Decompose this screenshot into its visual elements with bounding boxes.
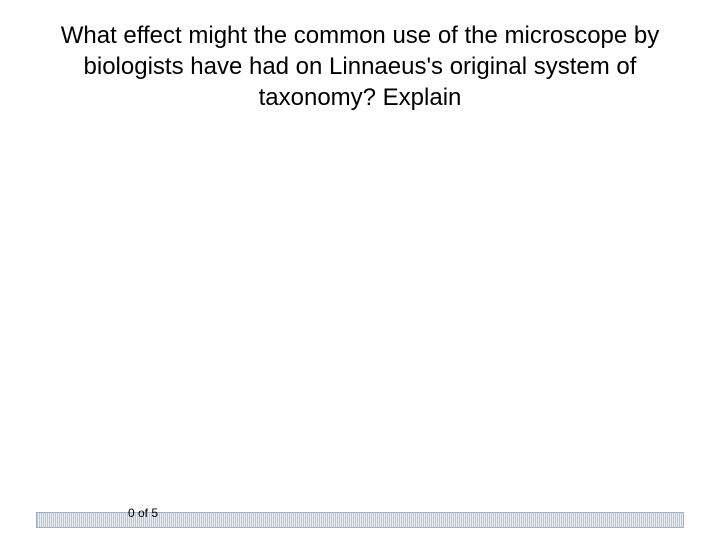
question-text: What effect might the common use of the …: [40, 20, 680, 114]
count-label: 0 of 5: [128, 506, 158, 520]
